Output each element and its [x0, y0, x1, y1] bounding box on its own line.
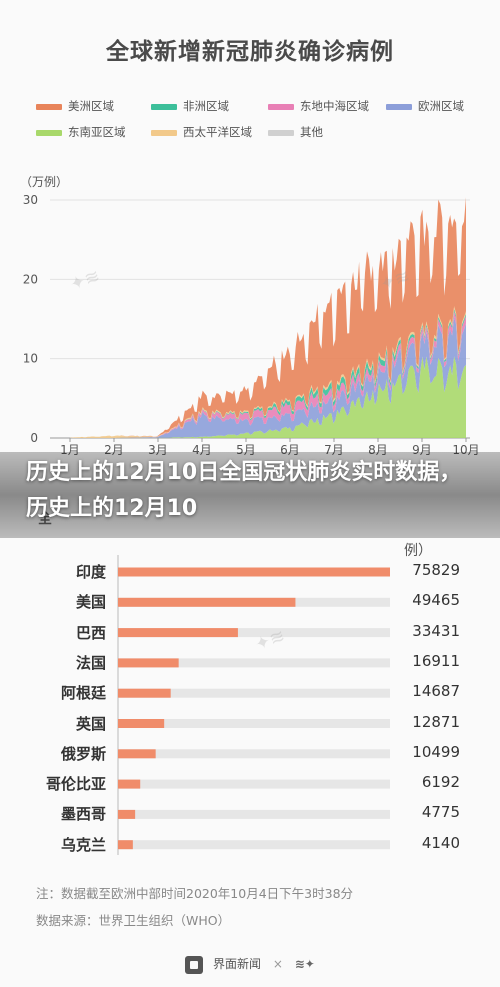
title-overlay-banner: [0, 452, 500, 538]
legend-label: 西太平洋区域: [183, 125, 252, 139]
y-axis-label: （万例）: [20, 175, 68, 189]
x-tick-label: 8月: [368, 443, 388, 457]
legend-swatch: [151, 103, 177, 110]
bar-track: [118, 628, 390, 638]
legend-swatch: [151, 129, 177, 136]
legend-item: 欧洲区域: [386, 98, 464, 114]
bar: [118, 597, 296, 607]
bar-track: [118, 779, 390, 789]
bar: [118, 840, 133, 850]
area-series-2: [70, 311, 466, 438]
note-data-source: 数据来源：世界卫生组织（WHO）: [36, 913, 231, 928]
bar-value-label: 12871: [412, 712, 460, 731]
bar-chart: [117, 555, 390, 855]
x-tick-label: 7月: [324, 443, 344, 457]
legend-label: 美洲区域: [68, 99, 114, 113]
bar-category-label: 乌克兰: [60, 835, 106, 854]
legend-swatch: [36, 129, 62, 136]
bar-value-label: 4775: [421, 803, 460, 822]
legend-swatch: [268, 103, 294, 110]
y-tick-label: 20: [23, 272, 38, 286]
bar-chart-unit: 例）: [404, 543, 432, 559]
y-tick-label: 30: [23, 193, 38, 207]
chart-title: 全球新增新冠肺炎确诊病例: [106, 39, 394, 65]
bar: [118, 628, 238, 638]
bar-category-label: 英国: [75, 714, 106, 733]
bar-value-label: 14687: [412, 682, 460, 701]
x-tick-label: 2月: [104, 443, 124, 457]
bar-category-label: 法国: [75, 653, 106, 672]
y-tick-label: 0: [30, 431, 38, 445]
bar-value-label: 10499: [412, 742, 460, 761]
bar-category-label: 美国: [75, 593, 106, 612]
legend-item: 其他: [268, 124, 323, 140]
bar-category-label: 俄罗斯: [60, 744, 106, 763]
area-series-1: [70, 317, 466, 438]
legend-label: 其他: [300, 125, 323, 139]
bar: [118, 658, 179, 668]
bar-value-label: 16911: [412, 651, 460, 670]
article-headline: 历史上的12月10日全国冠状肺炎实时数据，历史上的12月10: [26, 460, 462, 521]
x-tick-label: 9月: [412, 443, 432, 457]
x-tick-label: 4月: [192, 443, 212, 457]
area-series-5: [70, 197, 466, 438]
bar: [118, 719, 165, 728]
bar: [118, 749, 156, 759]
legend-item: 东地中海区域: [268, 98, 369, 114]
y-tick-label: 10: [23, 352, 38, 366]
x-tick-label: 1月: [60, 443, 80, 457]
bar-category-label: 印度: [75, 563, 106, 581]
bar-category-label: 巴西: [75, 623, 106, 642]
bar-value-label: 6192: [421, 773, 460, 792]
footer-brand: 界面新闻: [212, 957, 261, 971]
bar-value-label: 33431: [412, 621, 460, 640]
x-tick-label: 6月: [280, 443, 300, 457]
footer: 界面新闻 × ≋✦: [0, 955, 500, 974]
bar-track: [118, 840, 390, 850]
legend-label: 欧洲区域: [418, 99, 464, 113]
bar-value-label: 49465: [412, 591, 460, 610]
bar-category-label: 哥伦比亚: [45, 775, 106, 794]
bar-track: [118, 809, 390, 819]
bar-value-label: 75829: [412, 561, 460, 579]
legend-item: 东南亚区域: [36, 124, 126, 140]
legend-item: 美洲区域: [36, 98, 114, 114]
partner-logo-icon: ≋✦: [294, 957, 315, 971]
jiemian-logo-icon: [185, 955, 204, 974]
area-chart: （万例） 0 10 20 30 1月 2月 3月 4月 5月 6月 7月 8月 9月 10月: [20, 175, 480, 457]
bar-track: [118, 658, 390, 668]
legend-item: 非洲区域: [151, 98, 229, 114]
bar-category-label: 阿根廷: [60, 684, 106, 703]
legend-label: 东南亚区域: [68, 125, 126, 139]
bar: [118, 779, 141, 789]
legend-swatch: [268, 129, 294, 136]
bar-track: [118, 719, 390, 728]
legend-swatch: [36, 103, 62, 110]
bar-track: [118, 688, 390, 698]
note-data-cutoff: 注：数据截至欧洲中部时间2020年10月4日下午3时38分: [36, 886, 354, 901]
legend-label: 非洲区域: [183, 99, 229, 113]
bar-category-label: 墨西哥: [60, 805, 106, 824]
footer-separator: ×: [272, 957, 283, 971]
bar-value-label: 4140: [421, 833, 460, 852]
legend-swatch: [386, 103, 412, 110]
bar: [118, 809, 136, 819]
area-series-0: [70, 356, 466, 438]
x-tick-label: 3月: [148, 443, 168, 457]
bar: [118, 567, 390, 577]
bar-track: [118, 749, 390, 759]
bar: [118, 688, 171, 698]
x-tick-label: 10月: [452, 443, 479, 457]
x-tick-label: 5月: [236, 443, 256, 457]
legend-item: 西太平洋区域: [151, 124, 252, 140]
bar-chart-title-fragment: 全: [38, 508, 52, 528]
legend-label: 东地中海区域: [300, 99, 369, 113]
